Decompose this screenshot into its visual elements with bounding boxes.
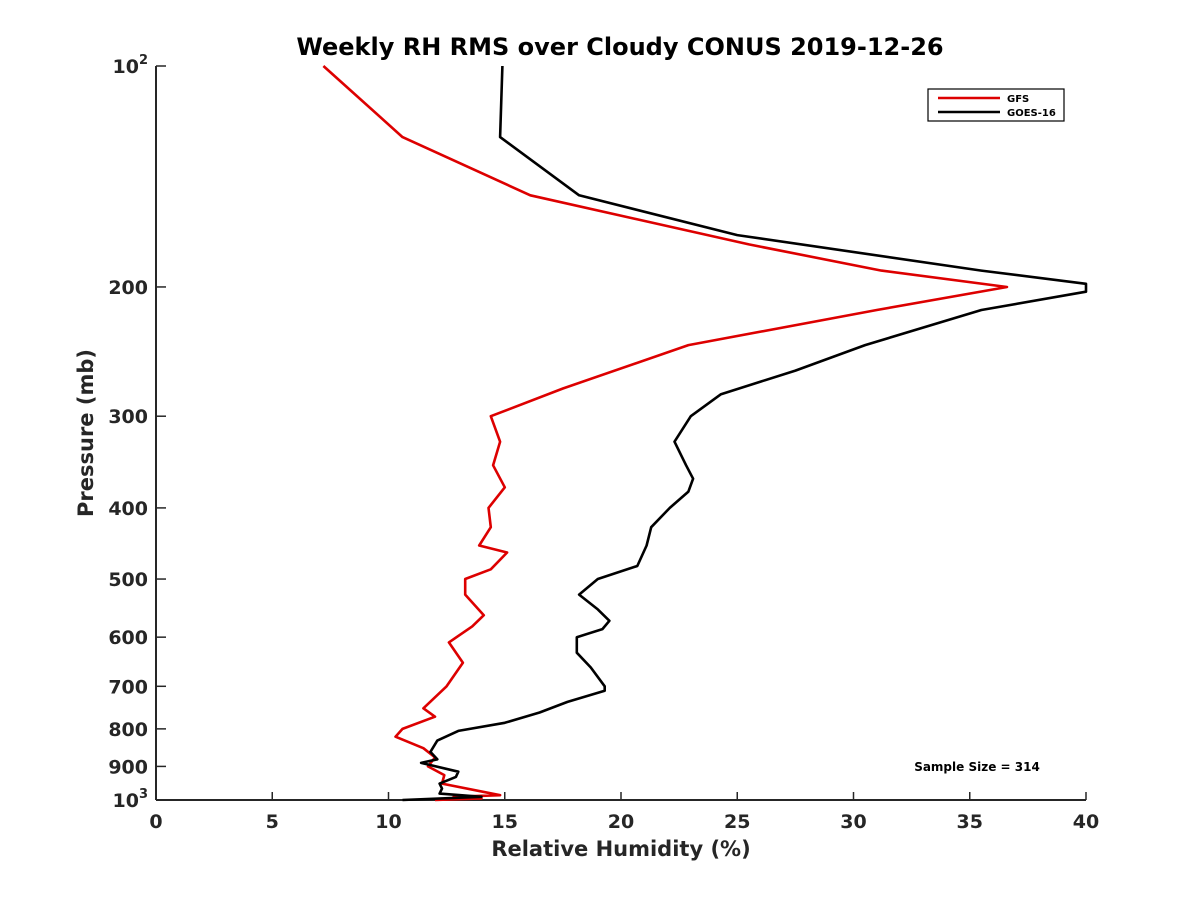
sample-size-annotation: Sample Size = 314 — [914, 760, 1040, 774]
series-line-gfs — [322, 65, 1009, 802]
y-tick-base: 300 — [108, 406, 148, 428]
y-tick-base: 200 — [108, 277, 148, 299]
y-tick-label: 900 — [108, 756, 148, 778]
legend: GFS GOES-16 — [927, 88, 1065, 122]
y-tick-base: 900 — [108, 756, 148, 778]
series-group — [322, 65, 1088, 802]
x-tick-label: 0 — [149, 811, 162, 833]
x-tick-label: 10 — [375, 811, 401, 833]
x-axis-label: Relative Humidity (%) — [491, 837, 750, 861]
y-tick-base: 500 — [108, 569, 148, 591]
y-tick-base: 10 — [113, 790, 139, 812]
series-line-goes-16 — [402, 65, 1088, 802]
plot-area: 0 5 10 15 20 25 30 35 40 10220030040050060070080… — [108, 53, 1099, 833]
x-tick-label: 40 — [1073, 811, 1099, 833]
y-tick-label: 800 — [108, 719, 148, 741]
y-axis-label: Pressure (mb) — [74, 349, 98, 517]
x-ticks: 0 5 10 15 20 25 30 35 40 — [149, 792, 1099, 833]
y-tick-label: 600 — [108, 627, 148, 649]
x-tick-label: 25 — [724, 811, 750, 833]
legend-label: GFS — [1007, 94, 1029, 105]
y-tick-label: 400 — [108, 498, 148, 520]
y-tick-label: 103 — [113, 787, 149, 812]
x-tick-label: 15 — [492, 811, 518, 833]
y-tick-label: 700 — [108, 676, 148, 698]
y-tick-base: 400 — [108, 498, 148, 520]
y-tick-base: 800 — [108, 719, 148, 741]
y-tick-base: 700 — [108, 676, 148, 698]
legend-label: GOES-16 — [1007, 108, 1056, 119]
y-tick-label: 200 — [108, 277, 148, 299]
x-tick-label: 5 — [266, 811, 279, 833]
y-tick-exponent: 2 — [139, 53, 148, 68]
chart-title: Weekly RH RMS over Cloudy CONUS 2019-12-… — [296, 33, 943, 61]
x-tick-label: 30 — [840, 811, 866, 833]
x-tick-label: 35 — [957, 811, 983, 833]
y-tick-base: 10 — [113, 56, 139, 78]
y-tick-base: 600 — [108, 627, 148, 649]
y-tick-label: 300 — [108, 406, 148, 428]
legend-box — [927, 88, 1065, 122]
y-tick-label: 500 — [108, 569, 148, 591]
y-tick-exponent: 3 — [139, 787, 148, 802]
y-tick-label: 102 — [113, 53, 149, 78]
x-tick-label: 20 — [608, 811, 634, 833]
